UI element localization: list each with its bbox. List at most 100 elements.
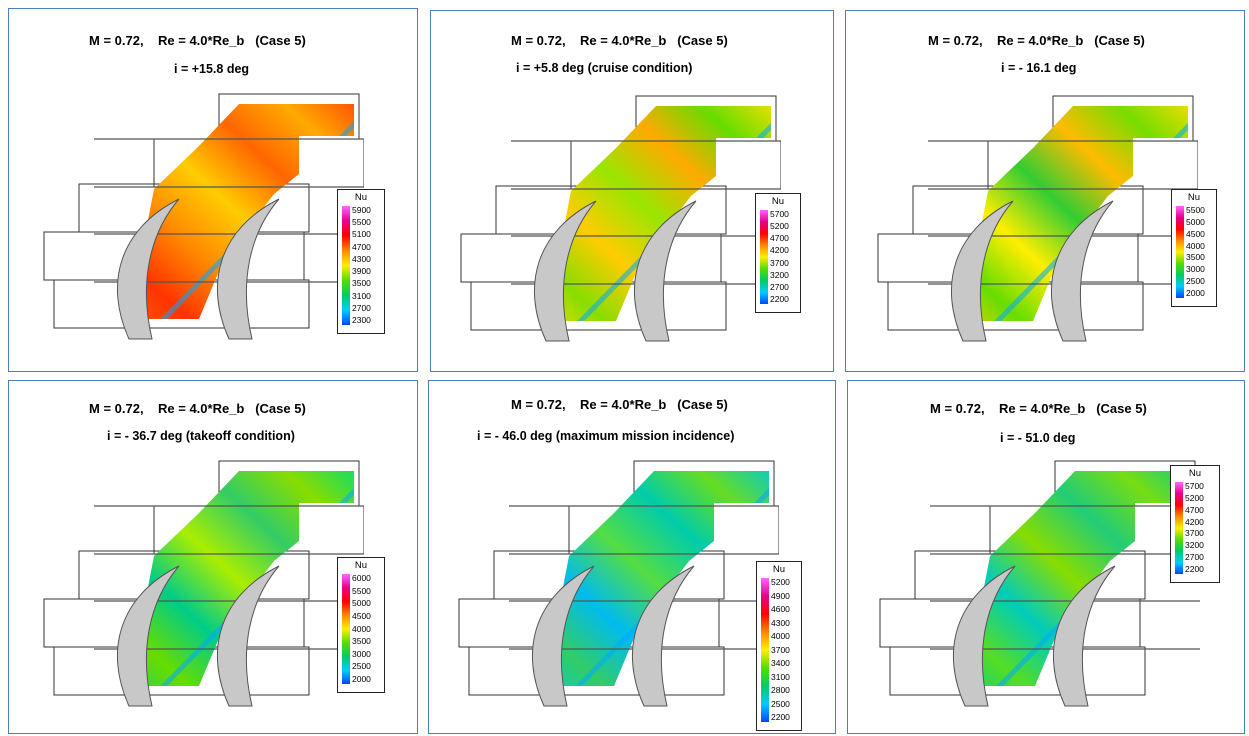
legend: Nu 5700 5200 4700 4200 3700 3200 2700 2200 [755, 193, 801, 313]
legend-tick-label: 3900 [352, 266, 371, 277]
panel-subtitle: i = - 51.0 deg [1000, 431, 1076, 445]
legend-tick-label: 3200 [1185, 540, 1204, 551]
blade-profile [533, 200, 597, 342]
legend-tick-label: 2200 [1185, 564, 1204, 574]
legend-color-bar [342, 206, 350, 325]
nusselt-contour-map [43, 93, 364, 340]
panel-subtitle: i = - 16.1 deg [1001, 61, 1077, 75]
blade-profile [950, 200, 1014, 342]
blade-profile [531, 565, 595, 707]
legend: Nu 5700 5200 4700 4200 3700 3200 2700 2200 [1170, 465, 1220, 583]
blade-profile [952, 565, 1016, 707]
legend-tick-label: 5200 [771, 577, 790, 587]
legend-tick-label: 4300 [352, 253, 371, 264]
panel-subtitle: i = - 36.7 deg (takeoff condition) [107, 429, 295, 443]
legend: Nu 6000 5500 5000 4500 4000 3500 3000 2500 2000 [337, 557, 385, 693]
blade-profile [116, 565, 180, 707]
panel-title: M = 0.72, Re = 4.0*Re_b (Case 5) [89, 401, 306, 416]
legend-tick-label: 5900 [352, 205, 371, 215]
legend-tick-label: 3700 [771, 644, 790, 655]
legend-color-bar [1176, 206, 1184, 298]
nusselt-contour-map [877, 95, 1198, 342]
legend-tick-label: 4300 [771, 617, 790, 628]
legend-tick-label: 2700 [770, 281, 789, 292]
panel-title: M = 0.72, Re = 4.0*Re_b (Case 5) [928, 33, 1145, 48]
legend-tick-label: 4700 [352, 241, 371, 252]
panel-1: M = 0.72, Re = 4.0*Re_b (Case 5) i = +15… [8, 8, 418, 372]
legend-tick-label: 5100 [352, 229, 371, 240]
legend-tick-label: 2300 [352, 315, 371, 325]
panel-subtitle: i = - 46.0 deg (maximum mission incidenc… [477, 429, 735, 443]
legend-tick-label: 4000 [771, 631, 790, 641]
legend-tick-label: 3500 [352, 636, 371, 647]
legend-title: Nu [1187, 192, 1201, 203]
blade-profile [633, 200, 697, 342]
legend-tick-label: 4500 [1186, 228, 1205, 239]
panel-3: M = 0.72, Re = 4.0*Re_b (Case 5) i = - 1… [845, 10, 1245, 372]
legend-tick-label: 2700 [1185, 552, 1204, 563]
blade-profile [216, 565, 280, 707]
blade-profile [216, 198, 280, 340]
legend-tick-label: 4200 [770, 245, 789, 256]
legend-title: Nu [354, 560, 368, 571]
legend-tick-label: 5000 [352, 598, 371, 609]
legend-tick-label: 5500 [1186, 205, 1205, 215]
legend-tick-label: 2200 [771, 712, 790, 722]
legend-tick-label: 5000 [1186, 216, 1205, 227]
legend-color-bar [342, 574, 350, 684]
legend-title: Nu [1188, 468, 1202, 479]
panel-5: M = 0.72, Re = 4.0*Re_b (Case 5) i = - 4… [428, 380, 836, 734]
legend-tick-label: 4700 [1185, 504, 1204, 515]
blade-profile [1050, 200, 1114, 342]
legend: Nu 5500 5000 4500 4000 3500 3000 2500 2000 [1171, 189, 1217, 307]
panel-title: M = 0.72, Re = 4.0*Re_b (Case 5) [89, 33, 306, 48]
legend-tick-label: 3000 [1186, 264, 1205, 275]
legend: Nu 5200 4900 4600 4300 4000 3700 3400 3100 2800 25… [756, 561, 802, 731]
legend-tick-label: 4200 [1185, 516, 1204, 527]
legend-tick-label: 5700 [1185, 481, 1204, 491]
legend-title: Nu [772, 564, 786, 575]
legend-tick-label: 2500 [352, 661, 371, 672]
legend-color-bar [1175, 482, 1183, 574]
panel-4: M = 0.72, Re = 4.0*Re_b (Case 5) i = - 3… [8, 380, 418, 734]
legend-tick-label: 3500 [1186, 252, 1205, 263]
legend-title: Nu [771, 196, 785, 207]
legend-tick-label: 3200 [770, 269, 789, 280]
legend-tick-label: 2800 [771, 685, 790, 695]
nusselt-contour-map [460, 95, 781, 342]
legend-tick-label: 6000 [352, 573, 371, 583]
legend-tick-label: 2000 [1186, 288, 1205, 298]
legend-tick-label: 5200 [770, 221, 789, 232]
legend-tick-label: 4900 [771, 590, 790, 601]
panel-subtitle: i = +15.8 deg [174, 62, 250, 76]
nusselt-contour-map [458, 460, 779, 707]
panel-title: M = 0.72, Re = 4.0*Re_b (Case 5) [930, 401, 1147, 416]
panel-title: M = 0.72, Re = 4.0*Re_b (Case 5) [511, 33, 728, 48]
legend-tick-label: 3100 [771, 671, 790, 682]
blade-profile [116, 198, 180, 340]
nusselt-contour-map [43, 460, 364, 707]
legend-tick-label: 3100 [352, 290, 371, 301]
legend-tick-label: 4000 [1186, 240, 1205, 251]
blade-profile [631, 565, 695, 707]
legend-color-bar [761, 578, 769, 722]
legend-tick-label: 5500 [352, 585, 371, 596]
blade-profile [1052, 565, 1116, 707]
panel-6: M = 0.72, Re = 4.0*Re_b (Case 5) i = - 5… [847, 380, 1245, 734]
legend-tick-label: 4000 [352, 623, 371, 634]
legend-tick-label: 4700 [770, 233, 789, 244]
legend-tick-label: 5200 [1185, 492, 1204, 503]
legend-tick-label: 3500 [352, 278, 371, 289]
legend-tick-label: 4500 [352, 610, 371, 621]
nusselt-contour-map [879, 460, 1200, 707]
legend-tick-label: 2000 [352, 674, 371, 684]
legend-tick-label: 3700 [1185, 528, 1204, 539]
legend-tick-label: 3000 [352, 648, 371, 659]
legend-tick-label: 2700 [352, 302, 371, 313]
legend-tick-label: 2500 [1186, 276, 1205, 287]
panel-2: M = 0.72, Re = 4.0*Re_b (Case 5) i = +5.… [430, 10, 834, 372]
legend: Nu 5900 5500 5100 4700 4300 3900 3500 3100 2700 23… [337, 189, 385, 334]
legend-tick-label: 3700 [770, 257, 789, 268]
legend-tick-label: 5700 [770, 209, 789, 219]
panel-title: M = 0.72, Re = 4.0*Re_b (Case 5) [511, 397, 728, 412]
